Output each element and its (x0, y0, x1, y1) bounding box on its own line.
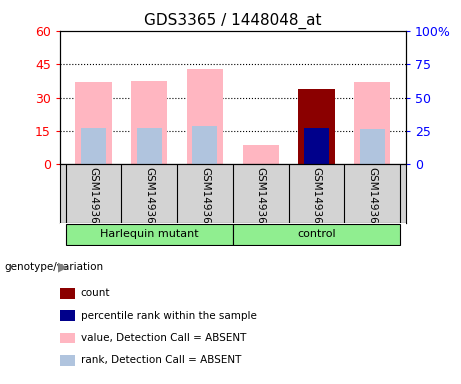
Text: GSM149361: GSM149361 (144, 167, 154, 231)
Bar (242, 146, 279, 164)
Text: genotype/variation: genotype/variation (5, 262, 104, 272)
Text: GSM149364: GSM149364 (312, 167, 321, 231)
Text: value, Detection Call = ABSENT: value, Detection Call = ABSENT (81, 333, 246, 343)
Bar (192, 126, 218, 164)
Text: ▶: ▶ (58, 260, 67, 273)
Bar (298, 89, 335, 164)
Title: GDS3365 / 1448048_at: GDS3365 / 1448048_at (144, 13, 322, 29)
Bar (233, 224, 400, 245)
Bar (136, 127, 162, 164)
Bar (75, 82, 112, 164)
Text: GSM149360: GSM149360 (89, 167, 98, 230)
Text: GSM149363: GSM149363 (256, 167, 266, 231)
Bar (360, 129, 385, 164)
Text: count: count (81, 288, 110, 298)
Text: percentile rank within the sample: percentile rank within the sample (81, 311, 257, 321)
Bar (81, 127, 106, 164)
Bar (354, 82, 390, 164)
Text: control: control (297, 229, 336, 239)
Text: Harlequin mutant: Harlequin mutant (100, 229, 199, 239)
Bar (131, 81, 167, 164)
Text: GSM149362: GSM149362 (200, 167, 210, 231)
Text: rank, Detection Call = ABSENT: rank, Detection Call = ABSENT (81, 355, 241, 365)
Bar (65, 224, 233, 245)
Bar (187, 69, 223, 164)
Text: GSM149365: GSM149365 (367, 167, 377, 231)
Bar (304, 128, 329, 164)
